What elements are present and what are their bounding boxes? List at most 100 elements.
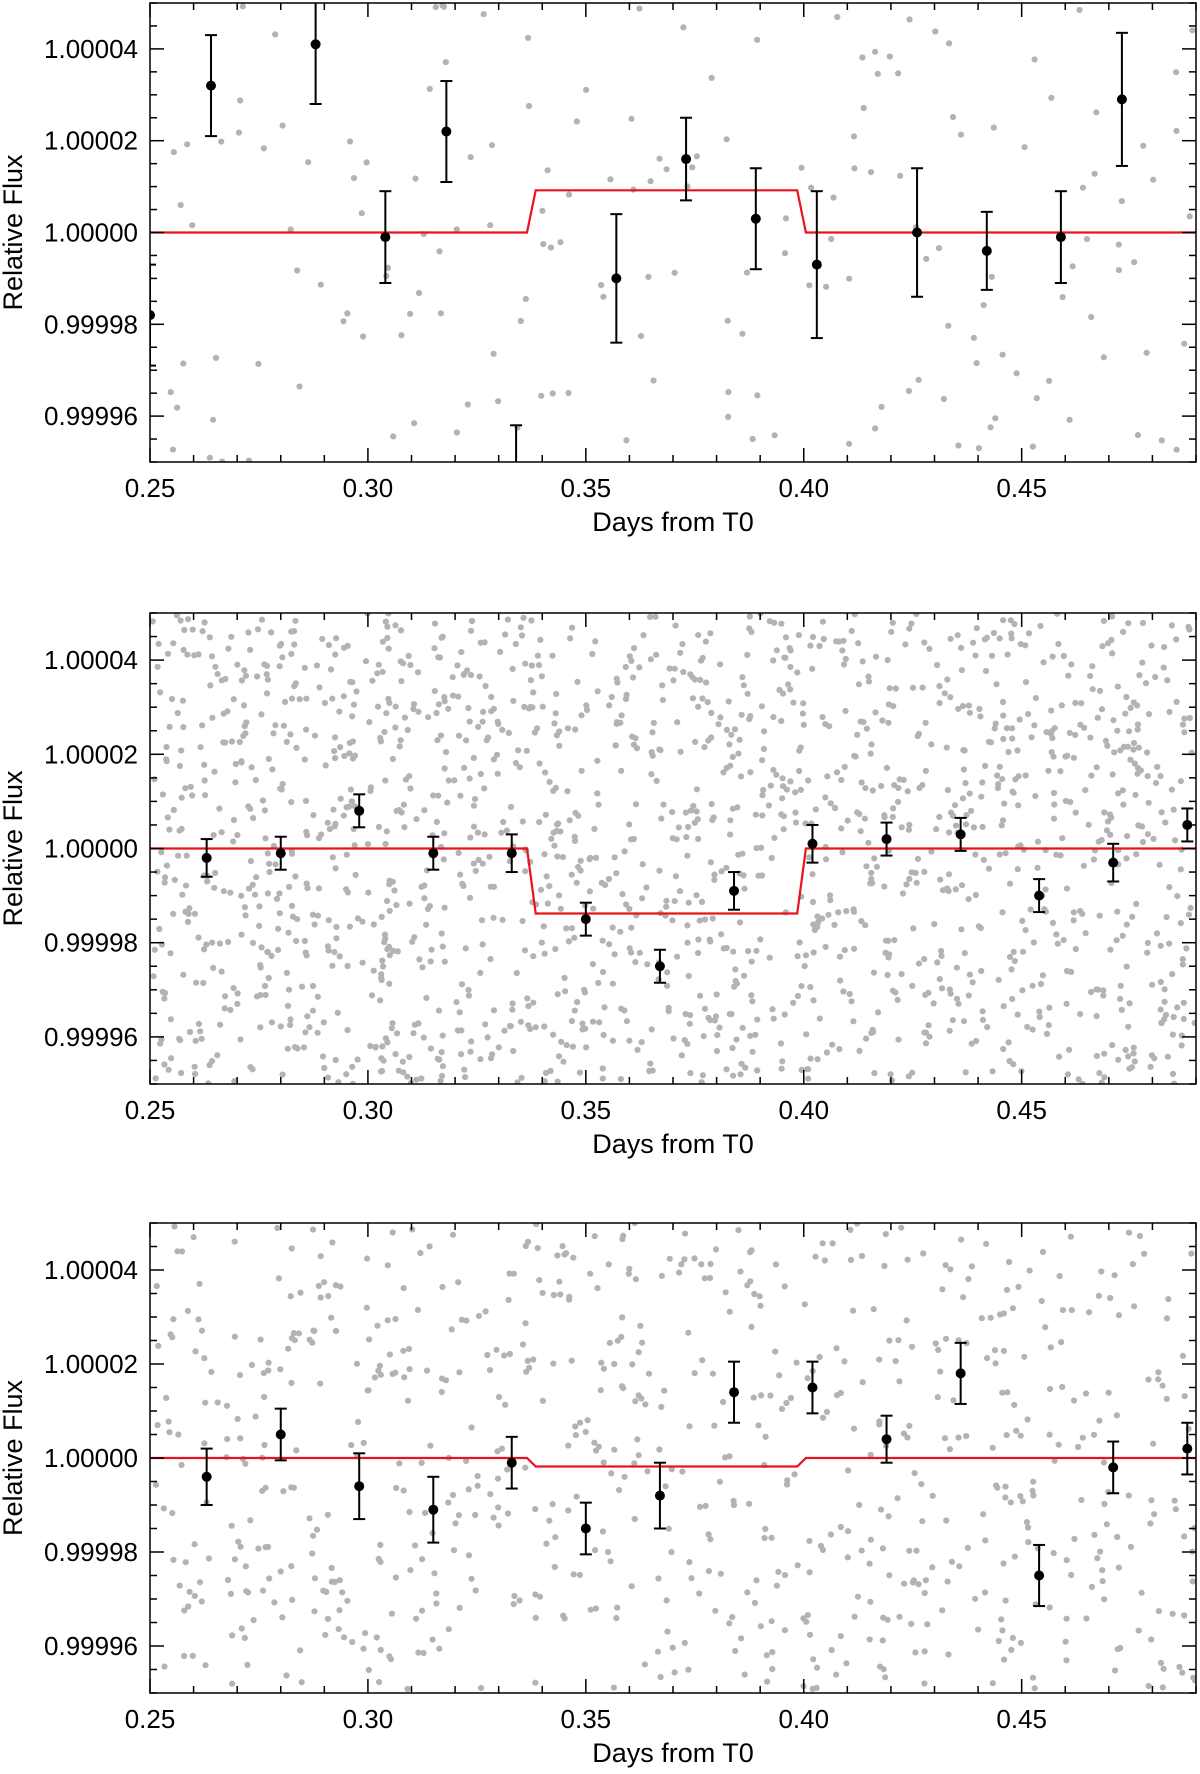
raw-data-point xyxy=(540,241,547,248)
raw-data-point xyxy=(1134,721,1142,728)
raw-data-point xyxy=(412,175,419,182)
raw-data-point xyxy=(1157,773,1164,780)
raw-data-point xyxy=(858,779,865,786)
raw-data-point xyxy=(573,879,580,886)
raw-data-point xyxy=(332,865,339,872)
raw-data-point xyxy=(1048,94,1055,101)
raw-data-point xyxy=(686,1020,693,1027)
raw-data-point xyxy=(377,997,384,1004)
raw-data-point xyxy=(433,818,440,826)
raw-data-point xyxy=(691,819,699,826)
raw-data-point xyxy=(152,1481,160,1488)
y-tick-label: 1.00002 xyxy=(44,739,138,769)
raw-data-point xyxy=(669,917,676,924)
raw-data-point xyxy=(771,432,778,439)
raw-data-point xyxy=(782,654,789,661)
raw-data-point xyxy=(1009,1634,1017,1641)
raw-data-point xyxy=(445,777,452,784)
raw-data-point xyxy=(632,1398,639,1405)
raw-data-point xyxy=(203,941,210,948)
raw-data-point xyxy=(726,1453,733,1460)
raw-data-point xyxy=(443,749,450,756)
raw-data-point xyxy=(873,863,881,870)
raw-data-point xyxy=(960,1018,968,1025)
raw-data-point xyxy=(257,962,264,969)
raw-data-point xyxy=(983,634,991,641)
raw-data-point xyxy=(407,661,414,669)
raw-data-point xyxy=(1132,791,1139,799)
raw-data-point xyxy=(392,622,399,629)
raw-data-point xyxy=(908,1620,915,1627)
raw-data-point xyxy=(658,815,665,822)
raw-data-point xyxy=(397,627,405,634)
raw-data-point xyxy=(838,825,845,832)
raw-data-point xyxy=(984,1355,991,1362)
raw-data-point xyxy=(421,807,428,814)
raw-data-point xyxy=(565,1442,572,1449)
raw-data-point xyxy=(388,1610,395,1617)
raw-data-point xyxy=(546,1517,553,1524)
raw-data-point xyxy=(410,1030,417,1037)
raw-data-point xyxy=(632,959,639,966)
raw-data-point xyxy=(304,1013,311,1020)
raw-data-point xyxy=(236,738,243,746)
raw-data-point xyxy=(1098,1268,1105,1275)
raw-data-point xyxy=(569,624,576,631)
y-tick-label: 0.99998 xyxy=(44,309,138,339)
raw-data-point xyxy=(675,824,683,831)
raw-data-point xyxy=(297,1647,304,1654)
raw-data-point xyxy=(707,1017,714,1024)
raw-data-point xyxy=(1000,617,1007,624)
raw-data-point xyxy=(1077,1011,1084,1018)
raw-data-point xyxy=(354,915,362,922)
raw-data-point xyxy=(384,897,391,905)
raw-data-point xyxy=(1063,1557,1070,1564)
raw-data-point xyxy=(550,1031,557,1038)
raw-data-point xyxy=(999,351,1006,358)
raw-data-point xyxy=(401,1374,408,1381)
raw-data-point xyxy=(189,1652,196,1659)
raw-data-point xyxy=(445,1499,452,1506)
raw-data-point xyxy=(334,1009,341,1016)
raw-data-point xyxy=(1100,992,1107,999)
raw-data-point xyxy=(498,1445,505,1452)
raw-data-point xyxy=(1048,707,1055,714)
raw-data-point xyxy=(333,923,340,931)
raw-data-point xyxy=(1078,1496,1085,1504)
raw-data-point xyxy=(628,1583,635,1590)
raw-data-point xyxy=(1039,1248,1047,1255)
raw-data-point xyxy=(532,1591,539,1598)
raw-data-point xyxy=(268,629,275,636)
raw-data-point xyxy=(562,988,569,995)
raw-data-point xyxy=(865,839,872,846)
raw-data-point xyxy=(1176,1663,1183,1671)
y-tick-label: 1.00000 xyxy=(44,1443,138,1473)
raw-data-point xyxy=(252,777,259,784)
raw-data-point xyxy=(449,1231,457,1238)
raw-data-point xyxy=(1145,799,1152,806)
raw-data-point xyxy=(773,771,780,778)
raw-data-point xyxy=(594,1285,601,1292)
raw-data-point xyxy=(607,176,614,183)
raw-data-point xyxy=(288,799,295,806)
raw-data-point xyxy=(518,632,526,639)
raw-data-point xyxy=(257,1024,264,1031)
binned-data-point xyxy=(506,848,517,859)
raw-data-point xyxy=(189,626,196,633)
raw-data-point xyxy=(1191,1019,1196,1027)
raw-data-point xyxy=(311,1608,318,1615)
raw-data-point xyxy=(524,995,531,1002)
raw-data-point xyxy=(530,689,537,696)
raw-data-point xyxy=(1135,744,1142,751)
raw-data-point xyxy=(1037,622,1044,630)
raw-data-point xyxy=(822,794,829,801)
raw-data-point xyxy=(1000,1347,1008,1354)
raw-data-point xyxy=(1057,768,1064,775)
raw-data-point xyxy=(755,1422,762,1429)
raw-data-point xyxy=(1000,1003,1007,1010)
raw-data-point xyxy=(479,941,486,948)
raw-data-point xyxy=(689,695,697,702)
raw-data-point xyxy=(851,1613,858,1620)
raw-data-point xyxy=(283,969,290,977)
raw-data-point xyxy=(465,986,472,994)
